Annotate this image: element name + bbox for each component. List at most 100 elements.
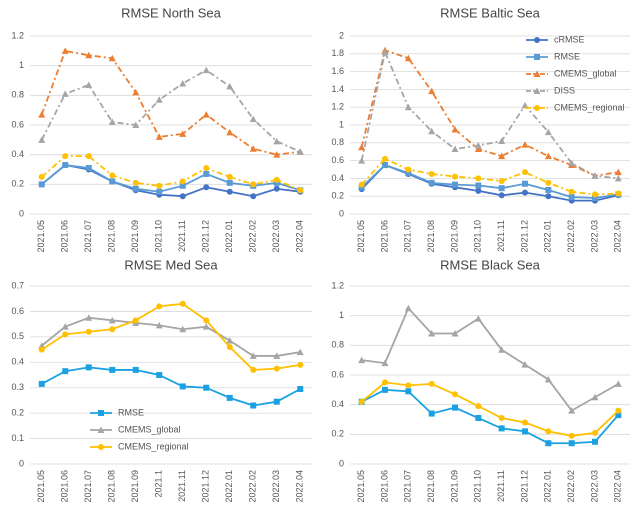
point xyxy=(615,412,622,419)
x-tick-label: 2022.01 xyxy=(224,470,234,503)
y-tick-label: 1.2 xyxy=(11,30,24,40)
point xyxy=(358,143,366,151)
x-tick-label: 2021.05 xyxy=(36,220,46,253)
point xyxy=(38,380,45,387)
point xyxy=(38,136,46,143)
x-tick-label: 2021.09 xyxy=(130,470,140,503)
point xyxy=(498,185,505,192)
x-tick-label: 2021.07 xyxy=(83,470,93,503)
point xyxy=(475,187,482,194)
legend-label: RMSE xyxy=(118,407,144,417)
series-line xyxy=(41,155,301,192)
series-line xyxy=(41,164,301,193)
y-tick-label: 1.2 xyxy=(331,102,344,112)
point xyxy=(428,127,436,135)
y-tick-label: 0 xyxy=(19,458,24,468)
x-tick-label: 2022.04 xyxy=(613,220,623,253)
x-tick-label: 2021.07 xyxy=(403,220,413,253)
point xyxy=(273,137,281,145)
y-tick-label: 0 xyxy=(339,458,344,468)
legend-label: CMEMS_regional xyxy=(554,102,625,112)
point xyxy=(522,169,528,176)
series-line xyxy=(361,164,619,199)
y-tick-label: 1 xyxy=(339,119,344,129)
point xyxy=(226,337,234,344)
point xyxy=(297,361,304,368)
point xyxy=(61,323,69,330)
point xyxy=(522,428,528,435)
legend-marker xyxy=(534,37,540,43)
point xyxy=(109,172,116,179)
point xyxy=(358,157,366,164)
point xyxy=(474,141,482,149)
point xyxy=(38,342,46,349)
point xyxy=(273,151,281,158)
point xyxy=(498,425,505,432)
point xyxy=(38,181,45,188)
y-tick-label: 0.4 xyxy=(11,149,24,159)
point xyxy=(615,407,622,414)
series-line xyxy=(360,49,619,177)
point xyxy=(521,361,529,368)
legend-marker xyxy=(98,444,104,450)
point xyxy=(132,179,139,186)
x-tick-label: 2021.08 xyxy=(426,220,436,253)
point xyxy=(498,192,505,199)
point xyxy=(38,173,45,180)
point xyxy=(452,181,458,188)
point xyxy=(108,316,116,324)
point xyxy=(592,429,598,436)
point xyxy=(452,173,458,180)
x-tick-label: 2021.10 xyxy=(154,220,164,253)
point xyxy=(544,152,552,160)
point xyxy=(226,394,233,401)
point xyxy=(451,125,459,133)
y-tick-label: 0.6 xyxy=(11,306,24,316)
point xyxy=(156,303,163,310)
point xyxy=(568,432,575,439)
y-tick-label: 0.2 xyxy=(331,429,344,439)
point xyxy=(38,111,46,118)
point xyxy=(85,314,93,321)
point xyxy=(250,181,257,188)
point xyxy=(544,375,552,383)
point xyxy=(381,48,389,56)
x-tick-label: 2021.07 xyxy=(83,220,93,253)
point xyxy=(521,141,529,148)
point xyxy=(475,175,482,182)
point xyxy=(203,317,210,324)
x-tick-label: 2022.01 xyxy=(543,470,553,503)
x-tick-label: 2021.11 xyxy=(177,470,187,502)
point xyxy=(614,380,622,387)
x-tick-label: 2022.01 xyxy=(543,220,553,253)
series-line xyxy=(40,49,301,156)
legend-marker xyxy=(533,87,541,94)
point xyxy=(202,323,210,330)
point xyxy=(273,352,281,359)
point xyxy=(249,352,257,359)
x-tick-label: 2021.06 xyxy=(60,220,70,253)
chart-title: RMSE Baltic Sea xyxy=(440,5,540,20)
legend-label: CMEMS_global xyxy=(118,424,181,434)
y-tick-label: 1 xyxy=(339,310,344,320)
point xyxy=(250,402,257,409)
point xyxy=(297,187,304,194)
y-tick-label: 0.1 xyxy=(11,433,24,443)
point xyxy=(132,317,139,324)
x-tick-label: 2022.04 xyxy=(295,470,305,503)
x-tick-label: 2021.10 xyxy=(473,470,483,503)
legend-label: CMEMS_global xyxy=(554,68,617,78)
point xyxy=(85,153,92,160)
series-line xyxy=(360,157,619,196)
chart-title: RMSE Med Sea xyxy=(124,257,218,272)
x-tick-label: 2022.04 xyxy=(295,220,305,253)
point xyxy=(405,388,412,395)
legend-label: DISS xyxy=(554,85,575,95)
y-tick-label: 1.6 xyxy=(331,66,344,76)
x-tick-label: 2021.07 xyxy=(403,470,413,503)
point xyxy=(62,162,69,169)
y-tick-label: 2 xyxy=(339,30,344,40)
y-tick-label: 0 xyxy=(339,208,344,218)
point xyxy=(155,321,163,329)
legend-label: CMEMS_regional xyxy=(118,441,189,451)
